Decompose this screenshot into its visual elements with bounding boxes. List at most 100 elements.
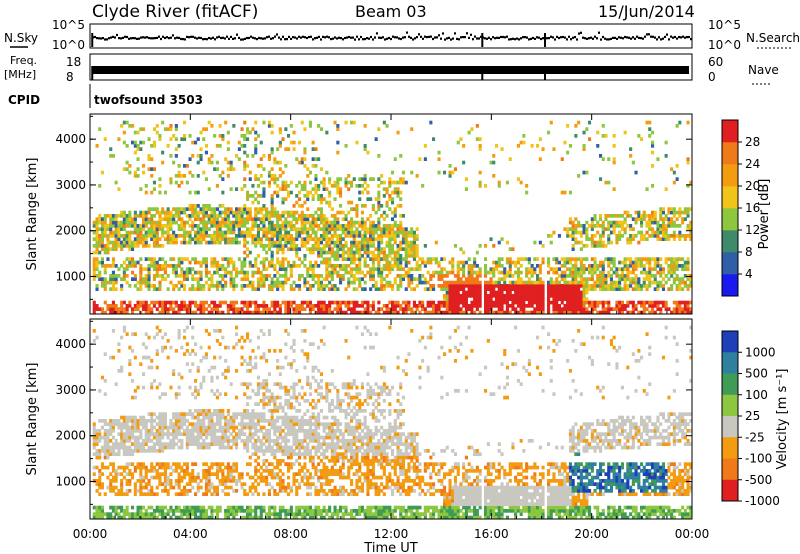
heatmap-cell — [391, 284, 395, 288]
heatmap-cell — [284, 270, 288, 275]
nsky-point — [296, 37, 298, 40]
heatmap-cell — [661, 230, 665, 235]
heatmap-cell — [336, 257, 340, 261]
heatmap-cell — [475, 274, 479, 278]
heatmap-cell — [158, 210, 162, 215]
nsky-point — [440, 37, 442, 40]
heatmap-cell — [152, 144, 156, 148]
heatmap-cell — [637, 240, 641, 245]
heatmap-cell — [265, 234, 269, 238]
heatmap-cell — [183, 234, 187, 238]
heatmap-cell — [396, 224, 400, 228]
heatmap-cell — [106, 439, 110, 443]
heatmap-cell — [174, 267, 178, 271]
heatmap-cell — [407, 284, 411, 288]
heatmap-cell — [169, 137, 173, 141]
heatmap-cell — [308, 227, 312, 231]
heatmap-cell — [577, 287, 581, 291]
heatmap-cell — [464, 300, 468, 305]
heatmap-cell — [243, 207, 247, 211]
heatmap-cell — [273, 210, 277, 215]
heatmap-cell — [527, 294, 531, 298]
heatmap-cell — [418, 280, 422, 285]
heatmap-cell — [631, 217, 635, 221]
heatmap-cell — [259, 157, 263, 161]
heatmap-cell — [582, 277, 586, 281]
nsky-point — [362, 38, 364, 41]
heatmap-cell — [336, 187, 340, 191]
heatmap-cell — [363, 307, 367, 311]
heatmap-cell — [371, 270, 375, 275]
heatmap-cell — [196, 214, 200, 218]
heatmap-cell — [541, 294, 545, 298]
heatmap-cell — [243, 260, 247, 265]
heatmap-cell — [243, 134, 247, 138]
heatmap-cell — [582, 310, 586, 315]
heatmap-cell — [202, 127, 206, 131]
heatmap-cell — [401, 170, 405, 175]
heatmap-cell — [486, 284, 490, 288]
heatmap-cell — [185, 207, 189, 211]
heatmap-cell — [328, 204, 332, 208]
heatmap-cell — [147, 449, 151, 453]
heatmap-cell — [125, 332, 129, 336]
heatmap-cell — [306, 190, 310, 195]
heatmap-cell — [166, 307, 170, 311]
heatmap-cell — [254, 210, 258, 215]
heatmap-cell — [582, 300, 586, 305]
heatmap-cell — [456, 287, 460, 291]
heatmap-cell — [256, 210, 260, 215]
heatmap-cell — [642, 234, 646, 238]
nsky-point — [494, 37, 496, 40]
nsky-point — [572, 36, 574, 39]
heatmap-cell — [300, 274, 304, 278]
power-ylabel: Slant Range [km] — [25, 158, 40, 271]
heatmap-cell — [265, 214, 269, 218]
heatmap-cell — [363, 204, 367, 208]
heatmap-cell — [221, 234, 225, 238]
heatmap-cell — [360, 300, 364, 305]
heatmap-cell — [536, 280, 540, 285]
heatmap-cell — [131, 240, 135, 245]
heatmap-cell — [144, 190, 148, 195]
heatmap-cell — [303, 227, 307, 231]
heatmap-cell — [377, 194, 381, 198]
heatmap-cell — [111, 287, 115, 291]
heatmap-cell — [552, 290, 556, 295]
heatmap-cell — [202, 217, 206, 221]
heatmap-cell — [440, 304, 444, 308]
heatmap-cell — [177, 304, 181, 308]
heatmap-cell — [634, 280, 638, 285]
heatmap-cell — [295, 254, 299, 258]
heatmap-cell — [133, 425, 137, 430]
heatmap-cell — [163, 237, 167, 241]
heatmap-cell — [150, 505, 154, 510]
heatmap-cell — [317, 184, 321, 188]
heatmap-cell — [125, 244, 129, 248]
heatmap-cell — [333, 257, 337, 261]
heatmap-cell — [336, 227, 340, 231]
nsky-point — [292, 36, 294, 39]
heatmap-cell — [229, 207, 233, 211]
heatmap-cell — [95, 452, 99, 456]
heatmap-cell — [224, 300, 228, 305]
nsky-point — [634, 37, 636, 40]
heatmap-cell — [574, 134, 578, 138]
heatmap-cell — [585, 310, 589, 315]
heatmap-cell — [322, 287, 326, 291]
heatmap-cell — [470, 300, 474, 305]
heatmap-cell — [571, 280, 575, 285]
nsky-point — [602, 35, 604, 39]
heatmap-cell — [144, 332, 148, 336]
nsky-point — [268, 35, 270, 38]
heatmap-cell — [300, 220, 304, 225]
heatmap-cell — [180, 240, 184, 245]
nsky-point — [284, 38, 286, 41]
heatmap-cell — [298, 217, 302, 221]
heatmap-cell — [664, 227, 668, 231]
heatmap-cell — [114, 244, 118, 248]
heatmap-cell — [155, 442, 159, 446]
heatmap-cell — [336, 234, 340, 238]
heatmap-cell — [629, 264, 633, 268]
heatmap-cell — [399, 220, 403, 225]
